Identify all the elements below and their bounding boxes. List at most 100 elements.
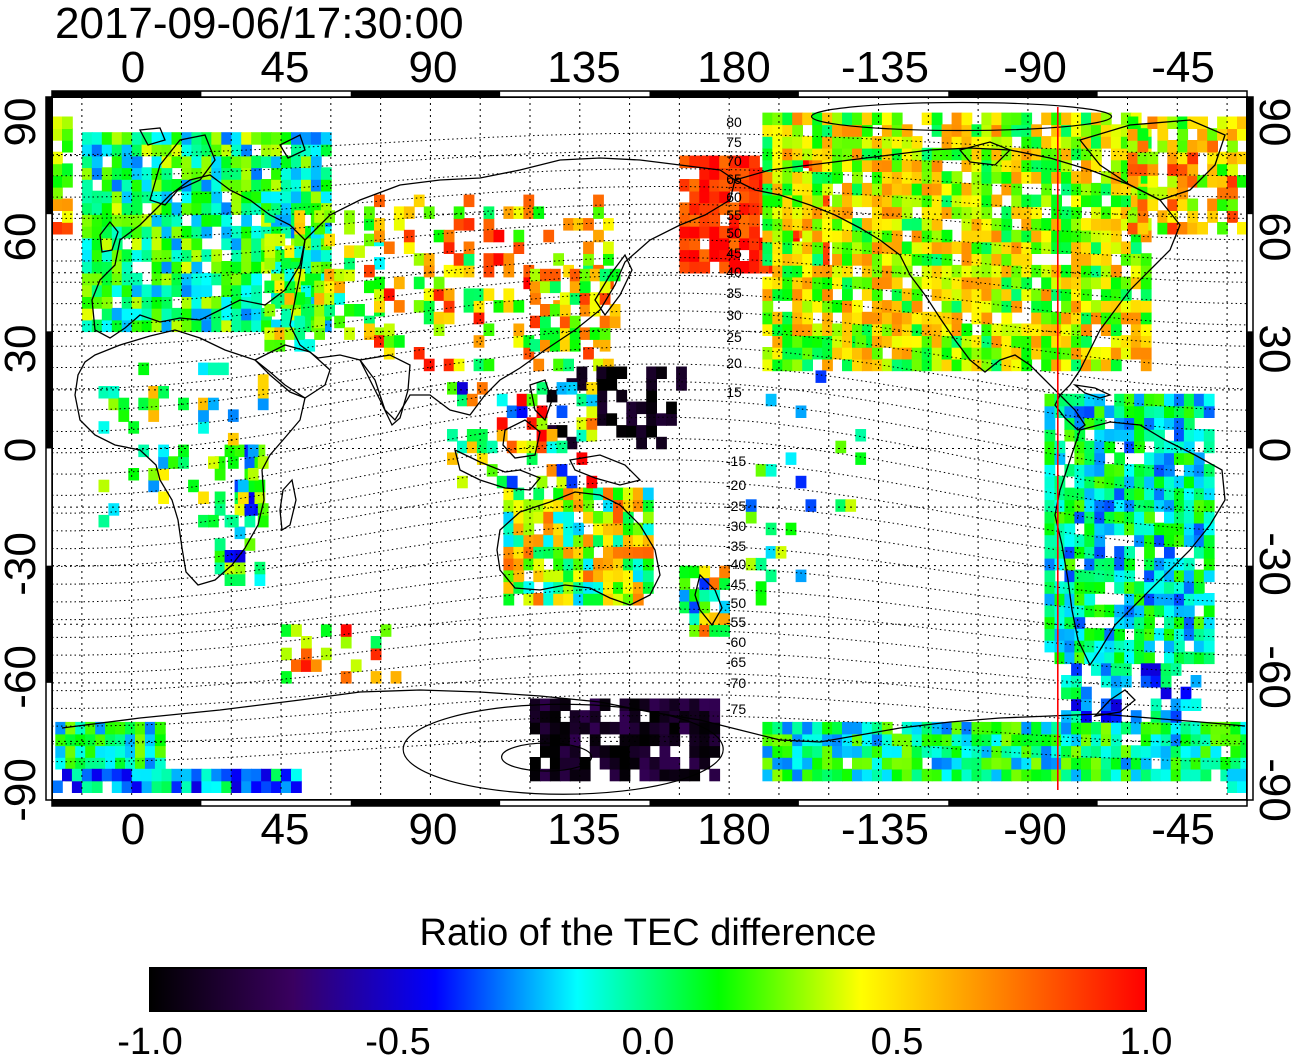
tec-cell bbox=[533, 593, 545, 606]
tec-cell bbox=[1051, 323, 1062, 336]
tec-cell bbox=[523, 264, 535, 278]
tec-cell bbox=[911, 182, 923, 196]
tec-cell bbox=[274, 327, 286, 340]
tec-cell bbox=[1071, 698, 1082, 711]
tec-cell bbox=[1130, 194, 1142, 208]
tec-cell bbox=[832, 300, 843, 313]
tec-cell bbox=[131, 768, 143, 782]
tec-cell bbox=[729, 167, 740, 180]
tec-cell bbox=[961, 358, 973, 372]
tec-cell bbox=[852, 147, 863, 161]
tec-cell bbox=[861, 335, 873, 348]
tec-cell bbox=[513, 557, 525, 571]
tec-cell bbox=[1021, 757, 1033, 770]
timestamp-title: 2017-09-06/17:30:00 bbox=[55, 0, 464, 48]
tec-cell bbox=[138, 362, 150, 376]
tec-cell bbox=[792, 147, 803, 161]
tec-cell bbox=[241, 155, 252, 169]
tec-cell bbox=[261, 202, 272, 215]
tec-cell bbox=[457, 475, 468, 489]
tec-cell bbox=[818, 190, 830, 204]
tec-cell bbox=[91, 143, 103, 157]
tec-cell bbox=[842, 206, 853, 219]
tec-cell bbox=[1114, 639, 1125, 653]
tec-cell bbox=[559, 768, 571, 782]
tec-cell bbox=[314, 292, 325, 305]
tec-cell bbox=[639, 698, 651, 711]
tec-cell bbox=[1137, 151, 1149, 165]
tec-cell bbox=[1031, 147, 1042, 161]
tec-cell bbox=[931, 229, 943, 243]
tec-cell bbox=[161, 249, 173, 262]
tec-cell bbox=[891, 264, 903, 278]
tec-cell bbox=[191, 237, 203, 251]
tec-cell bbox=[1031, 288, 1042, 301]
tec-cell bbox=[1011, 347, 1023, 360]
tec-cell bbox=[1227, 198, 1238, 211]
tec-cell bbox=[241, 179, 252, 192]
tec-cell bbox=[1227, 163, 1238, 176]
tec-cell bbox=[911, 136, 923, 149]
tec-cell bbox=[141, 132, 153, 145]
tec-cell bbox=[573, 522, 584, 536]
tec-cell bbox=[689, 698, 701, 711]
tec-cell bbox=[762, 194, 774, 208]
tec-cell bbox=[593, 569, 604, 583]
tec-cell bbox=[632, 569, 644, 583]
tec-cell bbox=[951, 323, 963, 336]
tec-cell bbox=[251, 155, 262, 169]
tec-cell bbox=[503, 534, 515, 547]
tec-cell bbox=[951, 112, 963, 126]
tec-cell bbox=[1193, 546, 1205, 559]
tec-cell bbox=[1091, 124, 1102, 137]
tec-cell bbox=[1051, 206, 1062, 219]
tec-cell bbox=[513, 569, 525, 583]
tec-cell bbox=[991, 358, 1003, 372]
tec-cell bbox=[852, 358, 863, 372]
tec-cell bbox=[609, 757, 621, 770]
tec-cell bbox=[1100, 276, 1112, 290]
tec-cell bbox=[842, 264, 853, 278]
tec-cell bbox=[91, 780, 103, 793]
tec-cell bbox=[871, 171, 883, 184]
tec-cell bbox=[1127, 116, 1139, 129]
tec-cell bbox=[1140, 721, 1152, 735]
tec-cell bbox=[719, 261, 730, 274]
tec-cell bbox=[659, 745, 671, 758]
tec-cell bbox=[234, 444, 246, 458]
tec-cell bbox=[881, 358, 893, 372]
tec-cell bbox=[374, 276, 385, 290]
coastline-india bbox=[359, 354, 411, 427]
tec-cell bbox=[1110, 745, 1122, 758]
tec-cell bbox=[911, 276, 923, 290]
tec-cell bbox=[901, 757, 913, 770]
tec-cell bbox=[782, 206, 794, 219]
tec-cell bbox=[91, 272, 103, 286]
tec-cell bbox=[294, 315, 306, 329]
tec-cell bbox=[832, 335, 843, 348]
tec-cell bbox=[951, 171, 963, 184]
tec-cell bbox=[1120, 112, 1132, 126]
tec-cell bbox=[55, 721, 67, 735]
tec-cell bbox=[158, 386, 169, 399]
tec-cell bbox=[961, 206, 973, 219]
tec-cell bbox=[65, 721, 77, 735]
tec-cell bbox=[1021, 136, 1033, 149]
tec-cell bbox=[981, 768, 993, 782]
tec-cell bbox=[1001, 721, 1013, 735]
tec-cell bbox=[852, 229, 863, 243]
tec-cell bbox=[861, 159, 873, 172]
tec-cell bbox=[1164, 593, 1175, 606]
tec-cell bbox=[291, 261, 302, 274]
tec-cell bbox=[881, 171, 893, 184]
tec-cell bbox=[121, 132, 133, 145]
tec-cell bbox=[1110, 698, 1122, 711]
tec-cell bbox=[221, 307, 233, 321]
tec-cell bbox=[775, 546, 787, 559]
tec-cell bbox=[795, 569, 807, 583]
tec-cell bbox=[583, 557, 594, 571]
tec-cell bbox=[1001, 347, 1013, 360]
tec-cell bbox=[1044, 429, 1056, 442]
tec-cell bbox=[244, 538, 256, 551]
top-lon-tick: -90 bbox=[1003, 43, 1067, 92]
